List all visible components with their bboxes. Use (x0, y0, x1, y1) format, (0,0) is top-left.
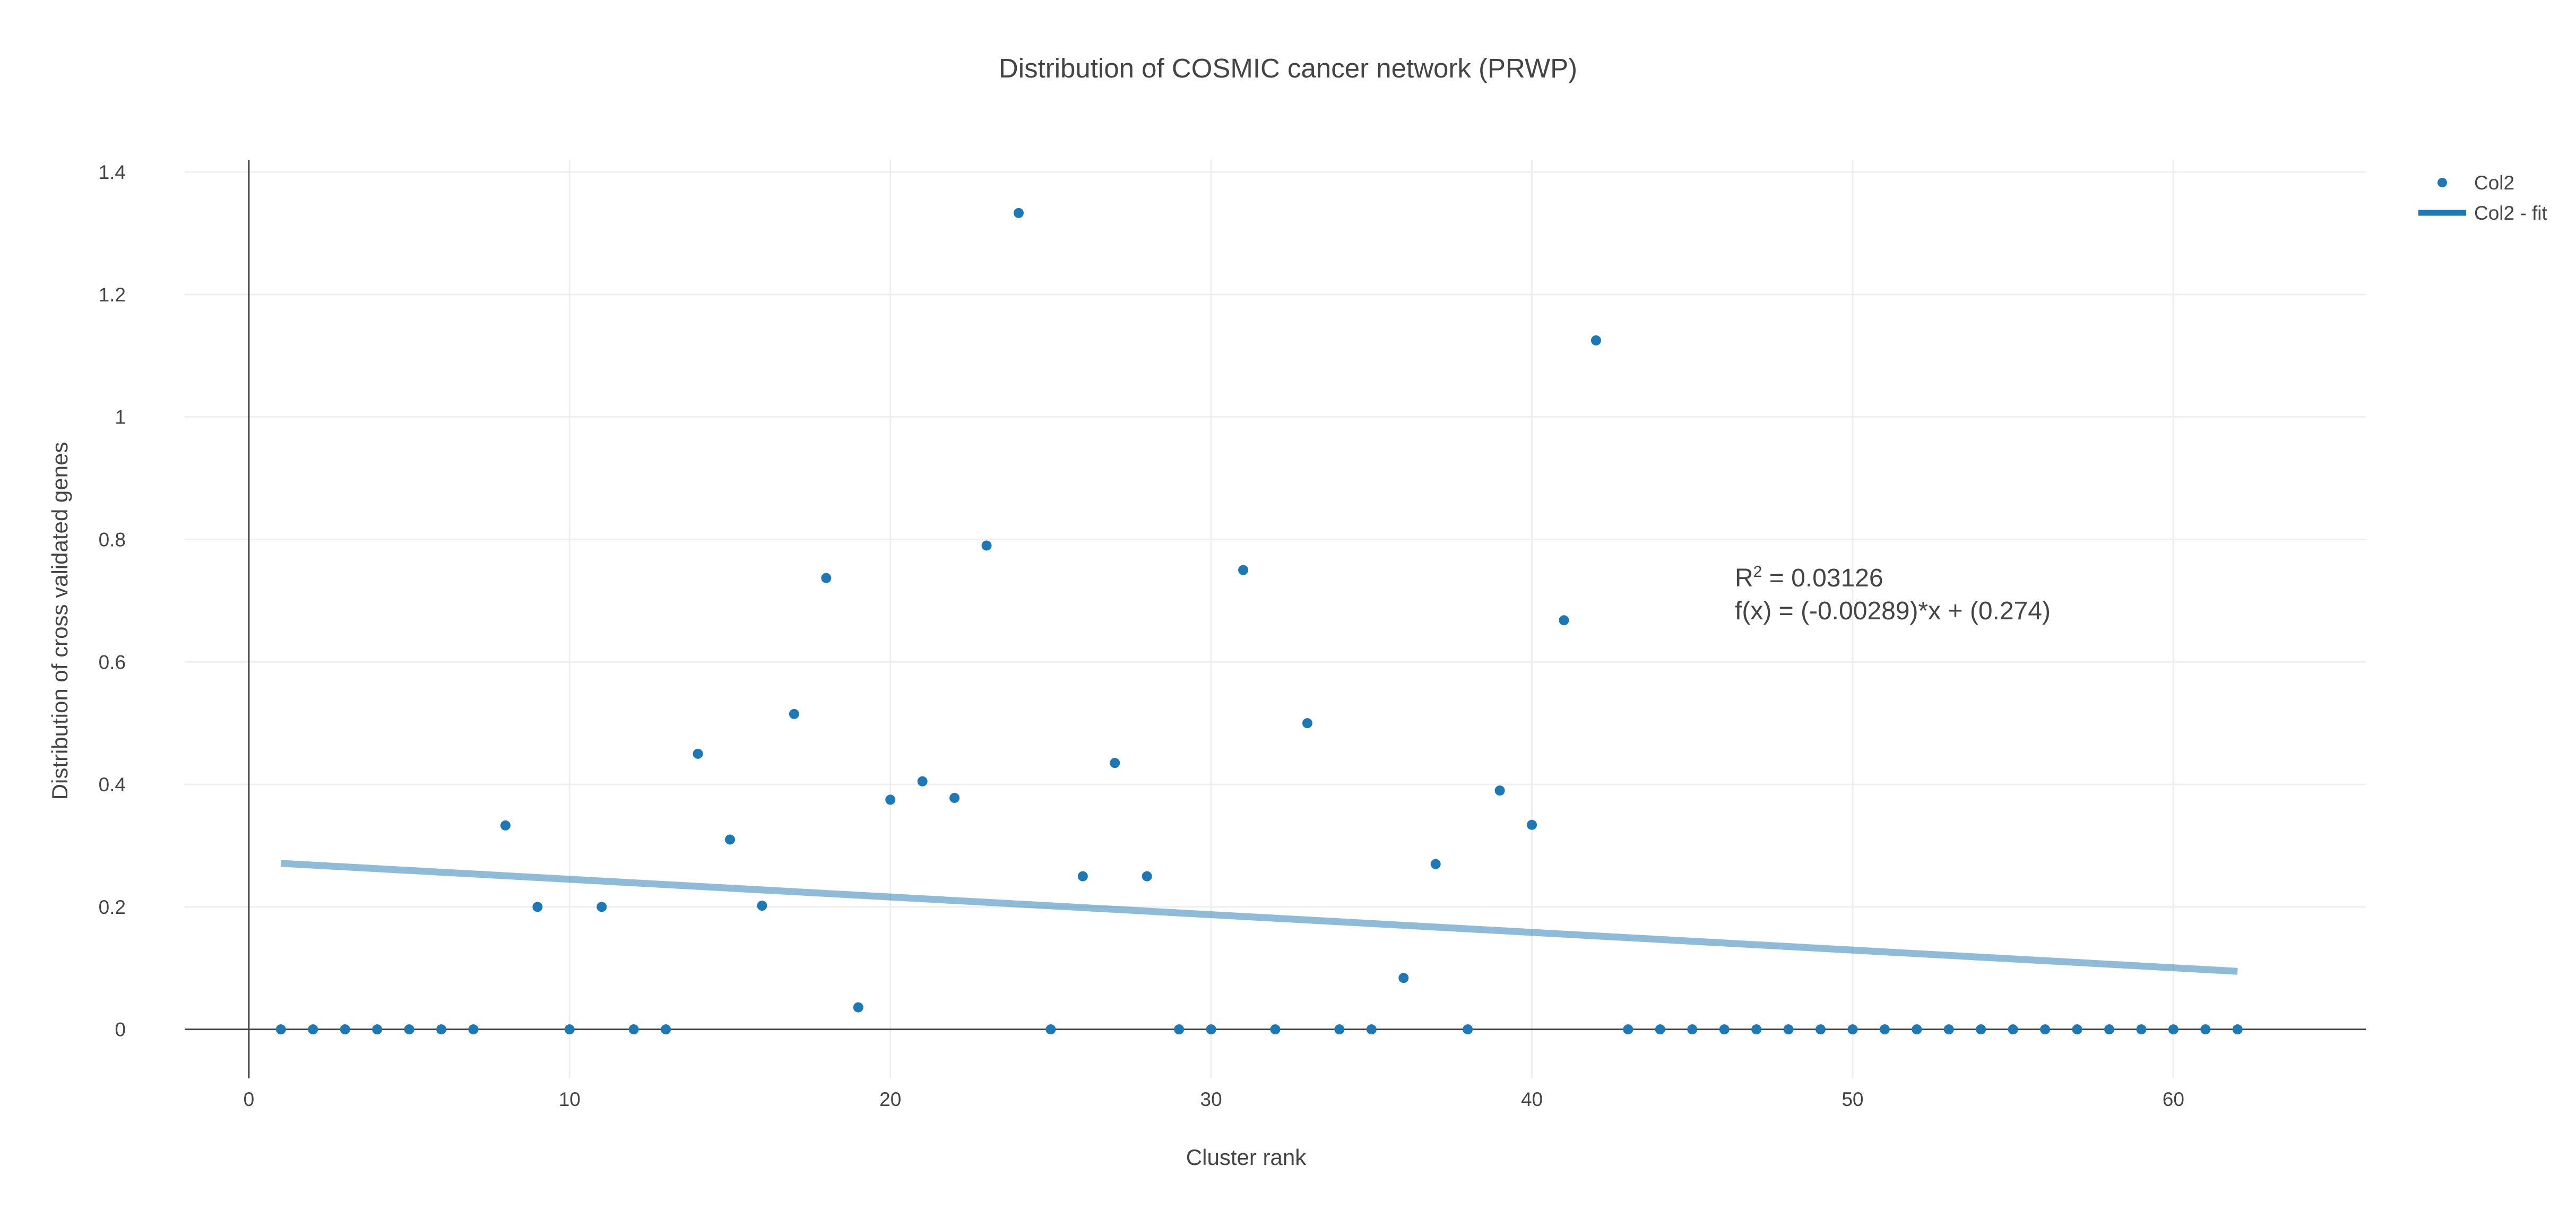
legend-label-markers: Col2 (2474, 172, 2514, 194)
fit-line-layer (280, 860, 2238, 975)
data-point (1687, 1024, 1698, 1035)
y-tick-label: 1.4 (99, 161, 126, 183)
x-tick-label: 0 (244, 1088, 255, 1110)
data-point (1912, 1024, 1922, 1035)
x-tick-label: 60 (2163, 1088, 2184, 1110)
data-point (789, 708, 799, 719)
data-point (1816, 1024, 1826, 1035)
data-point (1623, 1024, 1633, 1035)
x-tick-label: 10 (559, 1088, 581, 1110)
data-point (308, 1024, 318, 1035)
data-point (1879, 1024, 1890, 1035)
data-point (1077, 871, 1088, 881)
data-point (2232, 1024, 2243, 1035)
data-point (1302, 718, 1312, 729)
data-point (2200, 1024, 2211, 1035)
chart-title: Distribution of COSMIC cancer network (P… (999, 53, 1577, 83)
data-point (885, 794, 896, 805)
y-tick-label: 0.8 (99, 529, 126, 550)
data-point (1238, 565, 1249, 575)
data-point (2104, 1024, 2114, 1035)
data-point (2168, 1024, 2179, 1035)
data-point (661, 1024, 671, 1035)
data-point (275, 1024, 286, 1035)
data-point (1366, 1024, 1377, 1035)
legend[interactable]: Col2 Col2 - fit (2418, 172, 2547, 224)
data-point (597, 902, 607, 912)
legend-marker-symbol (2437, 178, 2447, 187)
data-point (564, 1024, 575, 1035)
data-point (2008, 1024, 2018, 1035)
x-tick-label: 30 (1200, 1088, 1222, 1110)
data-point (1463, 1024, 1473, 1035)
data-point (1045, 1024, 1056, 1035)
data-point (1976, 1024, 1986, 1035)
data-point (436, 1024, 447, 1035)
data-point (725, 834, 735, 845)
data-point (1719, 1024, 1730, 1035)
legend-item-fit[interactable]: Col2 - fit (2418, 202, 2547, 224)
data-point (1398, 973, 1409, 983)
data-point (1110, 758, 1120, 768)
y-axis-title: Distribution of cross validated genes (47, 442, 72, 800)
y-tick-label: 0.4 (99, 774, 126, 796)
data-point (1494, 785, 1505, 796)
y-tick-label: 1.2 (99, 284, 126, 306)
data-point (757, 901, 767, 911)
tick-labels: 0 10 20 30 40 50 60 0 0.2 0.4 0.6 0.8 1 1.2 1.4 (99, 161, 2184, 1110)
y-tick-label: 0.2 (99, 896, 126, 918)
data-point (1206, 1024, 1216, 1035)
y-tick-label: 0.6 (99, 651, 126, 673)
x-tick-label: 50 (1842, 1088, 1863, 1110)
r-squared-text: R2 = 0.03126 (1735, 563, 1883, 592)
x-tick-label: 40 (1521, 1088, 1543, 1110)
data-point (1013, 208, 1024, 218)
data-point (1943, 1024, 1954, 1035)
data-point (821, 573, 832, 583)
data-point (1559, 615, 1569, 626)
data-point (1783, 1024, 1794, 1035)
data-point (693, 748, 703, 759)
data-point (628, 1024, 639, 1035)
data-point (1270, 1024, 1281, 1035)
y-tick-label: 1 (115, 407, 126, 428)
legend-label-fit: Col2 - fit (2474, 202, 2547, 224)
data-point (981, 540, 992, 551)
data-point (532, 902, 543, 912)
x-tick-label: 20 (879, 1088, 901, 1110)
data-point (372, 1024, 383, 1035)
data-point (1655, 1024, 1665, 1035)
data-point (949, 792, 960, 803)
data-point (1527, 819, 1537, 830)
data-point (1174, 1024, 1185, 1035)
markers-layer (275, 208, 2243, 1035)
legend-item-markers[interactable]: Col2 (2437, 172, 2514, 194)
data-point (1847, 1024, 1858, 1035)
data-point (1751, 1024, 1762, 1035)
data-point (1334, 1024, 1345, 1035)
data-point (1590, 335, 1601, 345)
grid (185, 160, 2366, 1078)
data-point (2040, 1024, 2051, 1035)
fit-equation-text: f(x) = (-0.00289)*x + (0.274) (1735, 597, 2051, 625)
data-point (468, 1024, 479, 1035)
data-point (340, 1024, 350, 1035)
data-point (2136, 1024, 2147, 1035)
data-point (500, 820, 511, 831)
data-point (2072, 1024, 2082, 1035)
fit-annotation: R2 = 0.03126 f(x) = (-0.00289)*x + (0.27… (1735, 563, 2051, 625)
data-point (1430, 859, 1441, 869)
x-axis-title: Cluster rank (1186, 1145, 1307, 1170)
data-point (404, 1024, 414, 1035)
data-point (917, 776, 928, 786)
data-point (853, 1002, 863, 1013)
fit-line (280, 860, 2238, 975)
y-tick-label: 0 (115, 1019, 126, 1041)
data-point (1142, 871, 1152, 881)
